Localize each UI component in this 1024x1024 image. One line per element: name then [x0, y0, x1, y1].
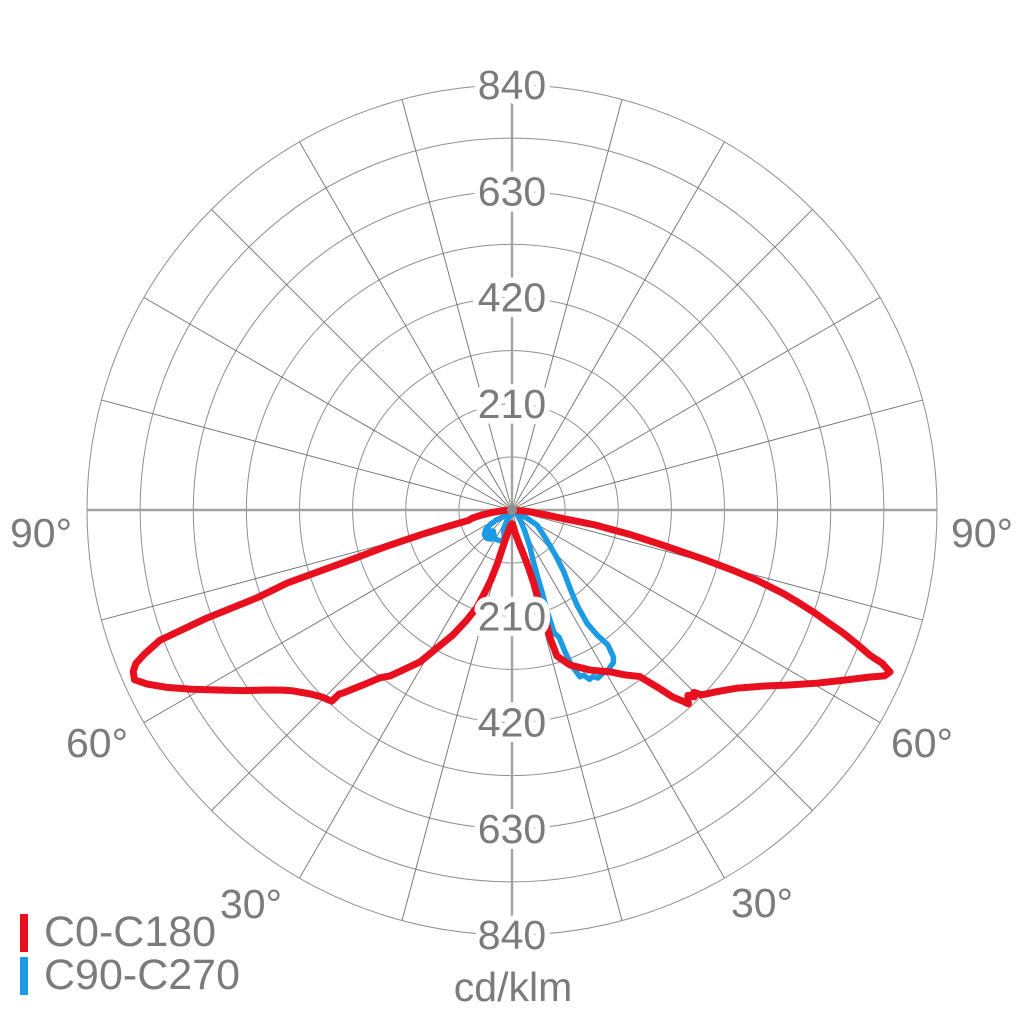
- radial-tick-label: 630: [478, 168, 546, 214]
- legend-item-c0-c180: C0-C180: [20, 911, 240, 954]
- grid-spoke: [511, 399, 923, 511]
- grid-spoke: [511, 509, 725, 879]
- curve-c90-c270: [481, 510, 617, 683]
- grid-spoke: [511, 509, 881, 723]
- polar-center-dot: [507, 505, 517, 515]
- grid-spoke: [511, 297, 881, 511]
- angle-label: 60°: [891, 720, 953, 766]
- radial-tick-label: 420: [478, 700, 546, 746]
- legend-label-c90-c270: C90-C270: [44, 951, 240, 999]
- grid-spoke: [299, 141, 513, 511]
- grid-spoke: [511, 209, 813, 511]
- grid-spoke: [101, 399, 513, 511]
- radial-tick-label: 210: [478, 381, 546, 427]
- angle-label: 60°: [66, 720, 128, 766]
- grid-spoke: [299, 509, 513, 879]
- legend: C0-C180 C90-C270: [20, 911, 240, 997]
- grid-spoke: [511, 99, 623, 511]
- grid-spoke: [511, 509, 813, 811]
- angle-label: 30°: [731, 880, 793, 926]
- legend-label-c0-c180: C0-C180: [44, 908, 217, 956]
- grid-spoke: [211, 509, 513, 811]
- legend-swatch-c0-c180: [20, 913, 28, 952]
- angle-label: 90°: [10, 510, 72, 556]
- radial-tick-label: 210: [478, 593, 546, 639]
- unit-label: cd/klm: [454, 964, 572, 1010]
- radial-tick-label: 840: [478, 62, 546, 108]
- grid-spoke: [143, 297, 513, 511]
- angle-label: 30°: [220, 881, 282, 927]
- radial-tick-label: 630: [478, 806, 546, 852]
- angle-label: 90°: [951, 510, 1013, 556]
- grid-spoke: [511, 141, 725, 511]
- legend-item-c90-c270: C90-C270: [20, 954, 240, 997]
- grid-spoke: [401, 99, 513, 511]
- radial-tick-label: 420: [478, 275, 546, 321]
- radial-tick-label: 840: [478, 912, 546, 958]
- legend-swatch-c90-c270: [20, 956, 28, 995]
- grid-spoke: [211, 209, 513, 511]
- curve-c0-c180: [129, 506, 894, 708]
